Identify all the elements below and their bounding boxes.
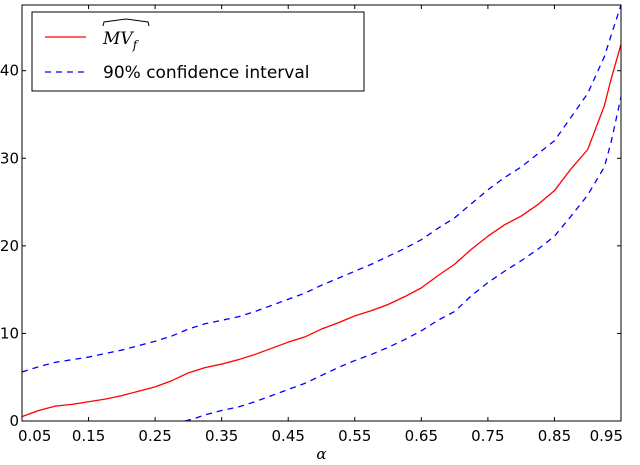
x-axis-title: α: [316, 445, 326, 463]
x-tick-label: 0.95: [590, 427, 623, 445]
y-tick-label: 20: [0, 237, 19, 255]
x-tick-label: 0.65: [405, 427, 438, 445]
axes-frame: [21, 4, 622, 422]
legend-label-estimate: MVf: [102, 29, 140, 52]
legend-label-estimate-sub: f: [132, 38, 140, 52]
axes: 0.05 0.15 0.25 0.35 0.45 0.55 0.65 0.75 0.85 0.95…: [0, 4, 623, 463]
x-tick-label: 0.75: [471, 427, 504, 445]
series-line-ci-upper: [21, 4, 622, 373]
y-tick-label: 0: [9, 412, 19, 430]
x-tick-label: 0.25: [138, 427, 171, 445]
x-tick-label: 0.15: [72, 427, 105, 445]
legend-label-estimate-main: MV: [102, 29, 134, 49]
legend: MVf 90% confidence interval: [31, 11, 365, 92]
series-line-ci-lower: [184, 96, 622, 422]
x-tick-label: 0.05: [18, 427, 51, 445]
series-line-estimate: [21, 44, 622, 418]
series-layer: [21, 4, 622, 422]
y-tick-label: 40: [0, 62, 19, 80]
x-tick-label: 0.45: [272, 427, 305, 445]
x-tick-label: 0.35: [205, 427, 238, 445]
y-tick-label: 10: [0, 324, 19, 342]
legend-label-ci: 90% confidence interval: [103, 63, 309, 83]
legend-hat-accent: [102, 18, 150, 27]
x-tick-label: 0.85: [538, 427, 571, 445]
legend-frame: [31, 11, 365, 92]
y-tick-label: 30: [0, 149, 19, 167]
x-tick-label: 0.55: [338, 427, 371, 445]
